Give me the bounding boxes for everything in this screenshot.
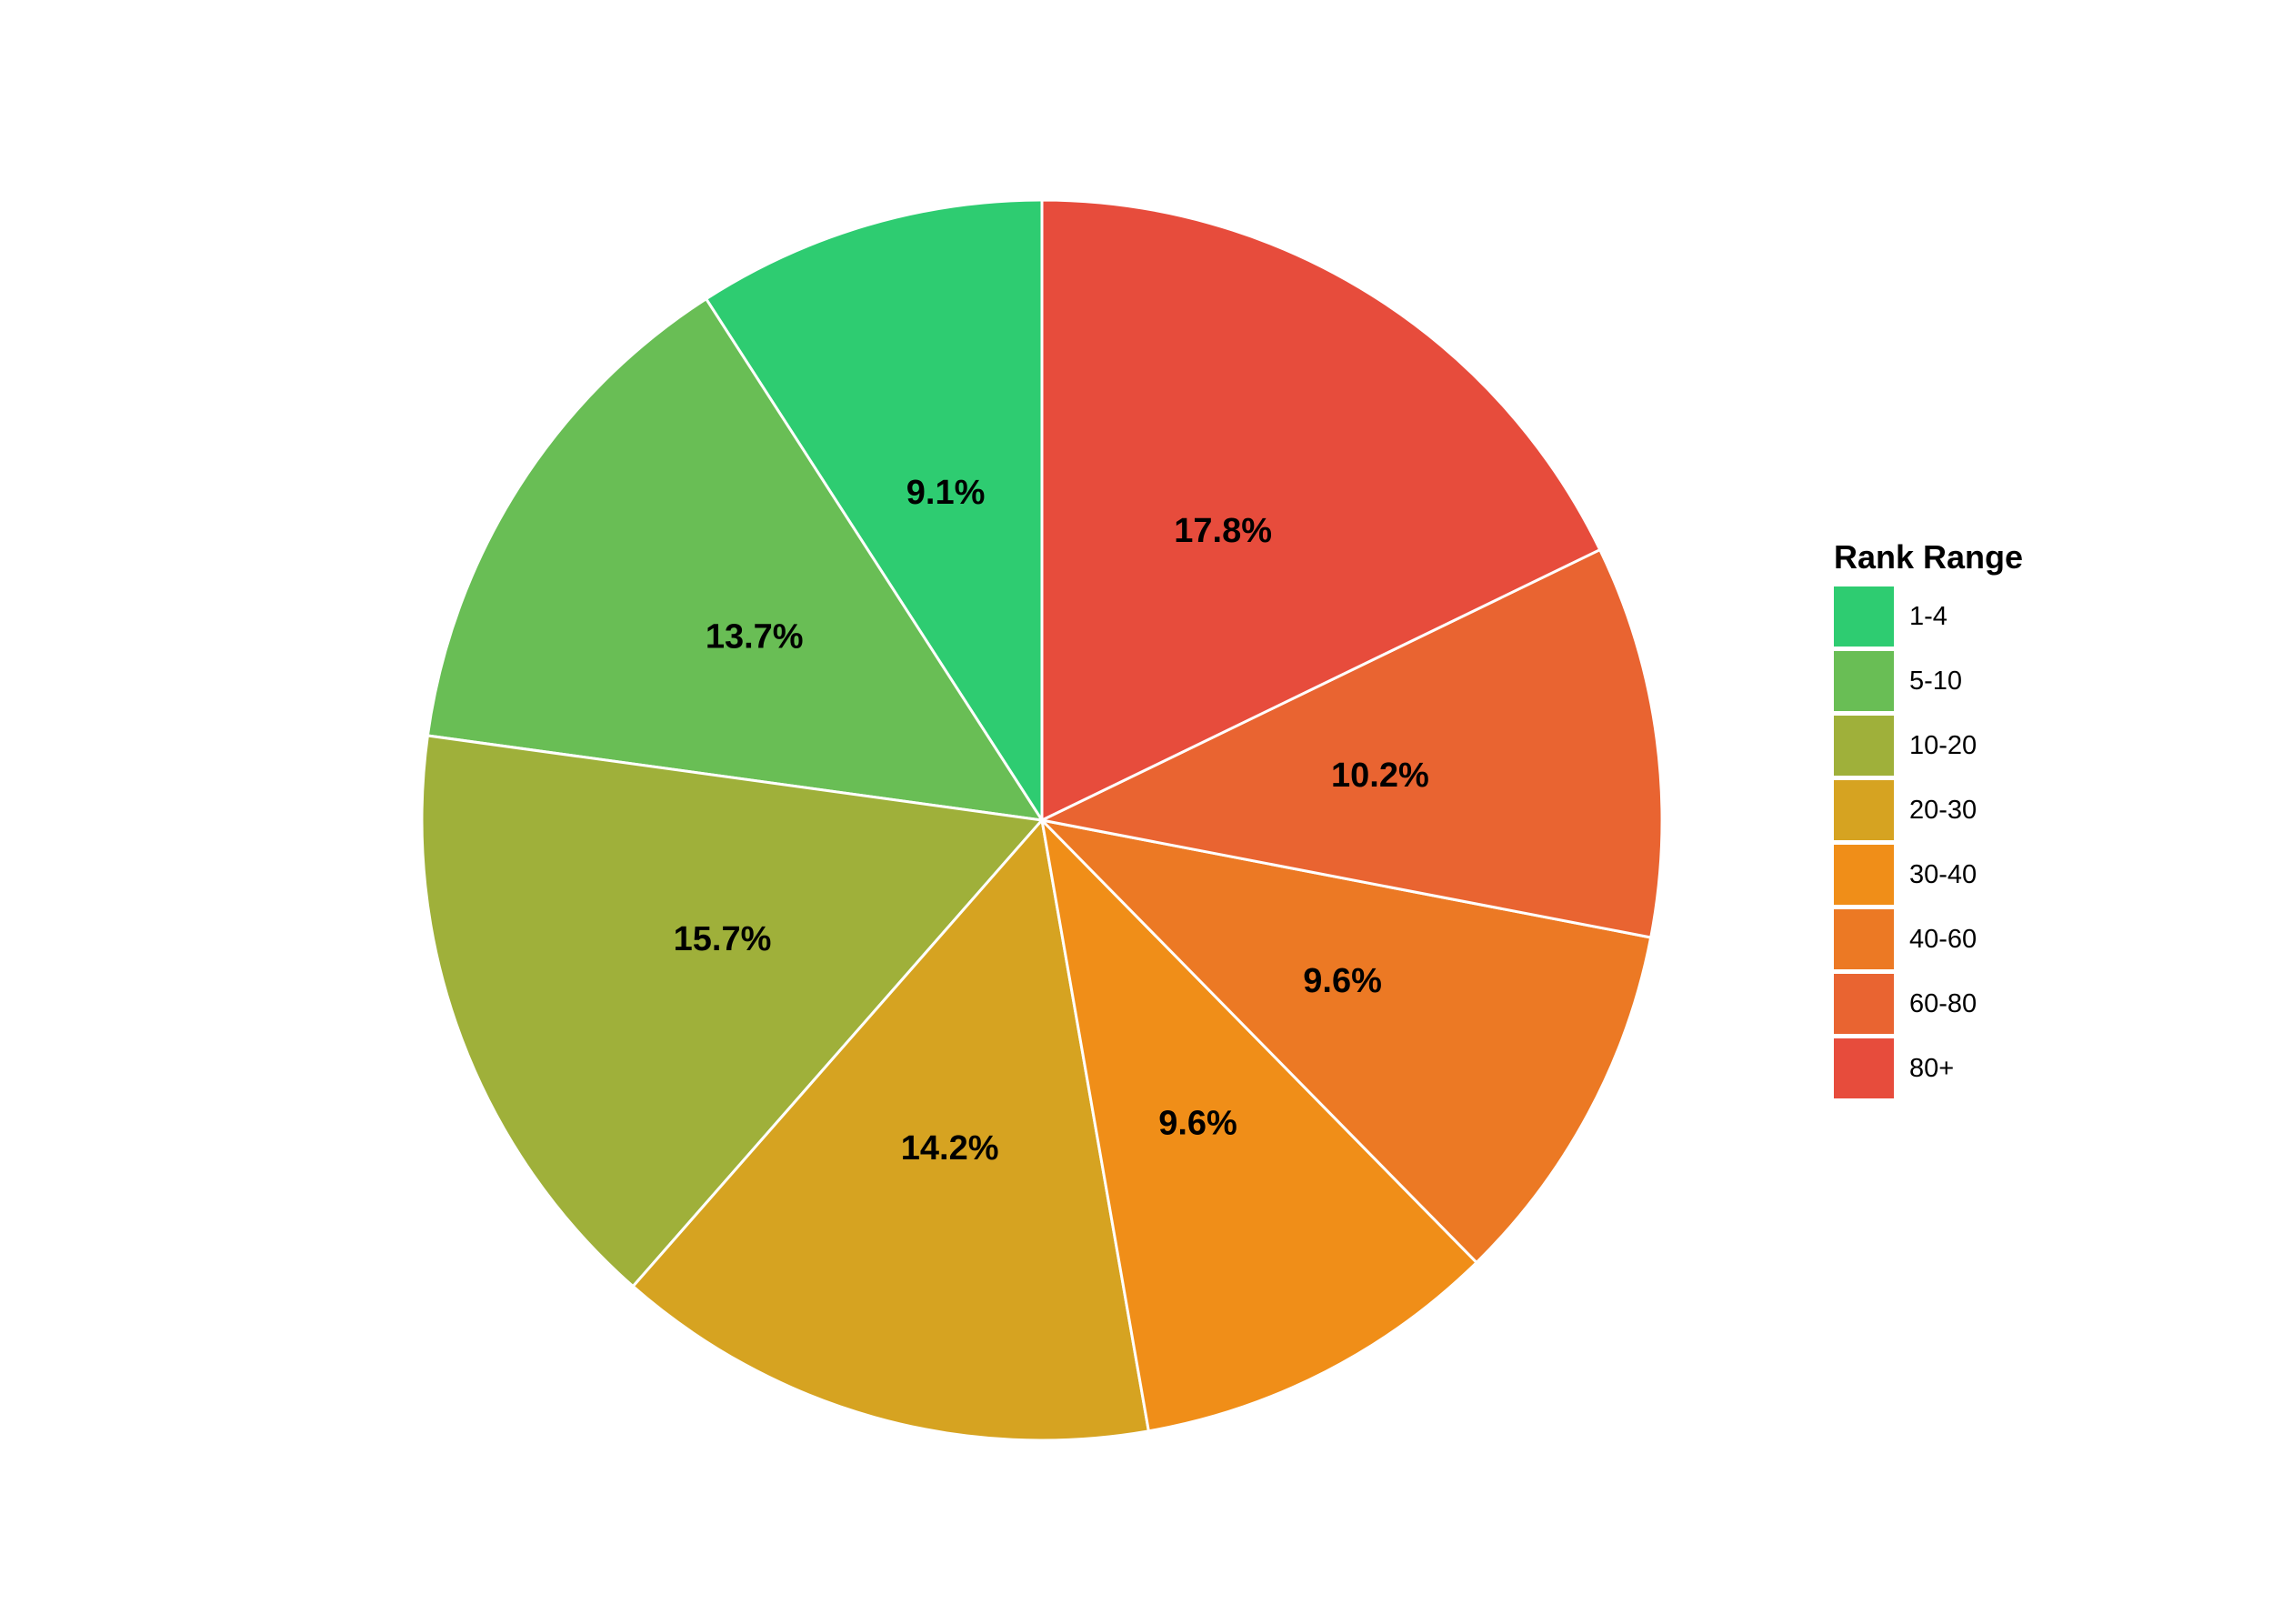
pie-slice-80+	[1040, 198, 1602, 822]
legend-swatch-80+	[1834, 1038, 1894, 1098]
legend-label-80+: 80+	[1909, 1054, 1954, 1083]
pie-slice-1-4	[705, 198, 1044, 822]
legend-title: Rank Range	[1834, 538, 2023, 576]
legend-item-40-60: 40-60	[1834, 909, 1977, 969]
legend-item-5-10: 5-10	[1834, 651, 1962, 711]
legend: Rank Range 1-4 5-10 10-20 20-30 30-40 40-60 60…	[1834, 538, 2023, 1098]
legend-swatch-60-80	[1834, 974, 1894, 1034]
legend-item-60-80: 60-80	[1834, 974, 1977, 1034]
pie-slice-60-80	[1040, 548, 1664, 939]
legend-swatch-20-30	[1834, 780, 1894, 840]
legend-item-1-4: 1-4	[1834, 586, 1948, 647]
legend-label-1-4: 1-4	[1909, 602, 1948, 631]
legend-label-20-30: 20-30	[1909, 796, 1977, 825]
legend-item-20-30: 20-30	[1834, 780, 1977, 840]
legend-swatch-5-10	[1834, 651, 1894, 711]
legend-label-40-60: 40-60	[1909, 925, 1977, 954]
legend-item-80+: 80+	[1834, 1038, 1954, 1098]
pie-value-labels: 9.1% 13.7% 15.7% 14.2% 9.6% 9.6% 10.2% 17.8%	[674, 474, 1429, 1168]
slice-label-40-60: 9.6%	[1303, 962, 1382, 1000]
pie-slice-40-60	[1040, 818, 1653, 1264]
slice-label-20-30: 14.2%	[901, 1129, 999, 1168]
slice-label-80+: 17.8%	[1174, 512, 1272, 550]
pie-slice-20-30	[631, 818, 1150, 1442]
slice-label-60-80: 10.2%	[1331, 757, 1429, 795]
pie-slice-30-40	[1040, 818, 1478, 1433]
legend-label-30-40: 30-40	[1909, 860, 1977, 889]
legend-item-30-40: 30-40	[1834, 845, 1977, 905]
legend-swatch-30-40	[1834, 845, 1894, 905]
pie-slices	[420, 198, 1664, 1442]
slice-label-30-40: 9.6%	[1158, 1105, 1237, 1143]
legend-swatch-40-60	[1834, 909, 1894, 969]
legend-swatch-10-20	[1834, 716, 1894, 776]
legend-label-60-80: 60-80	[1909, 989, 1977, 1018]
slice-label-5-10: 13.7%	[706, 617, 804, 656]
legend-label-5-10: 5-10	[1909, 667, 1962, 696]
legend-label-10-20: 10-20	[1909, 731, 1977, 760]
pie-slice-10-20	[420, 734, 1044, 1288]
pie-slice-5-10	[426, 297, 1044, 822]
legend-item-10-20: 10-20	[1834, 716, 1977, 776]
slice-label-10-20: 15.7%	[674, 920, 772, 958]
legend-items: 1-4 5-10 10-20 20-30 30-40 40-60 60-80 80+	[1834, 586, 1977, 1098]
legend-swatch-1-4	[1834, 586, 1894, 647]
slice-label-1-4: 9.1%	[906, 474, 986, 512]
